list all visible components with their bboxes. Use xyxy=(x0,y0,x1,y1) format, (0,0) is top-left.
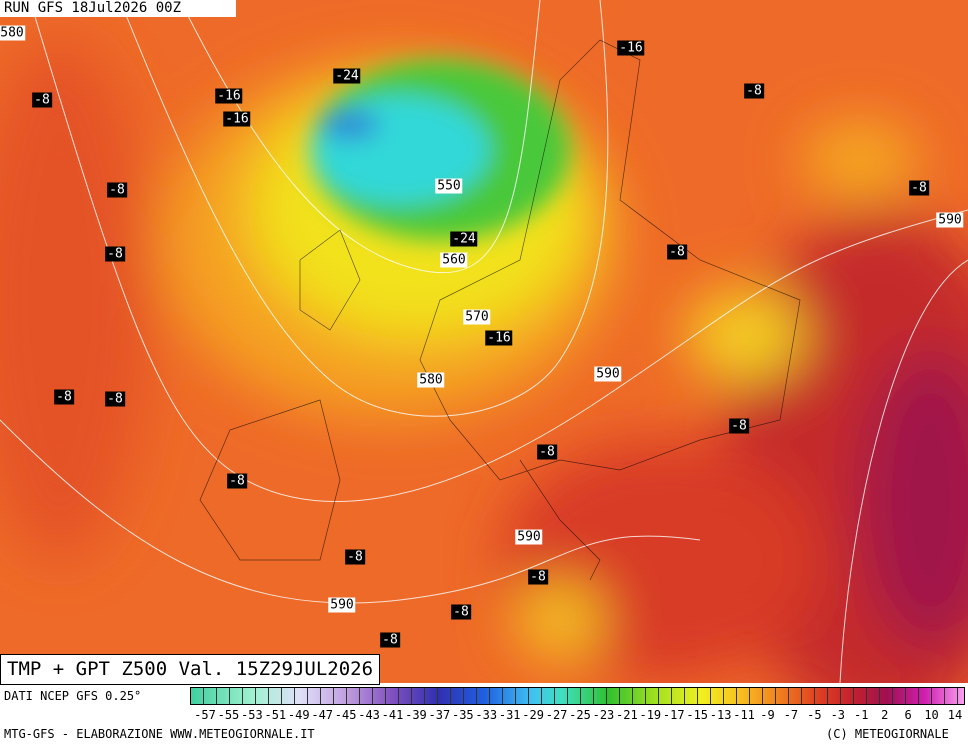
temperature-label: -8 xyxy=(667,244,687,260)
colorbar-label: -11 xyxy=(733,708,755,722)
colorbar-label: -5 xyxy=(807,708,822,722)
height-label: 560 xyxy=(440,252,468,268)
colorbar-label: -15 xyxy=(686,708,709,722)
temperature-label: -8 xyxy=(909,180,929,196)
colorbar-label: -53 xyxy=(241,708,263,722)
colorbar-label: -29 xyxy=(522,708,544,722)
temperature-label: -8 xyxy=(54,389,74,405)
height-label: 590 xyxy=(515,529,543,545)
temperature-label: -8 xyxy=(32,92,52,108)
colorbar-label: -21 xyxy=(616,708,638,722)
temperature-label: -16 xyxy=(617,40,645,56)
copyright: (C) METEOGIORNALE xyxy=(826,727,949,741)
colorbar-label: -3 xyxy=(830,708,846,722)
colorbar-label: -43 xyxy=(358,708,380,722)
colorbar xyxy=(190,687,965,705)
temperature-label: -8 xyxy=(227,473,247,489)
colorbar-label: -49 xyxy=(287,708,310,722)
temperature-label: -24 xyxy=(450,231,478,247)
colorbar-label: -17 xyxy=(662,708,685,722)
colorbar-label: -1 xyxy=(854,708,869,722)
height-label: 570 xyxy=(463,309,491,325)
temperature-label: -8 xyxy=(345,549,365,565)
colorbar-label: -25 xyxy=(569,708,591,722)
temperature-label: -8 xyxy=(729,418,749,434)
colorbar-label: -7 xyxy=(783,708,799,722)
colorbar-label: -51 xyxy=(264,708,287,722)
temperature-label: -24 xyxy=(333,68,361,84)
source: DATI NCEP GFS 0.25° xyxy=(4,689,142,703)
colorbar-label: -41 xyxy=(381,708,404,722)
temperature-label: -8 xyxy=(107,182,127,198)
temperature-label: -8 xyxy=(744,83,764,99)
height-label: 580 xyxy=(0,25,26,41)
colorbar-label: 10 xyxy=(924,708,939,722)
colorbar-label: -45 xyxy=(334,708,357,722)
temperature-label: -8 xyxy=(537,444,557,460)
temperature-label: -16 xyxy=(485,330,513,346)
temperature-label: -16 xyxy=(223,111,251,127)
colorbar-label: -9 xyxy=(760,708,775,722)
colorbar-label: -47 xyxy=(311,708,334,722)
colorbar-label: -31 xyxy=(498,708,521,722)
height-label: 590 xyxy=(936,212,964,228)
height-label: 550 xyxy=(435,178,463,194)
colorbar-label: -57 xyxy=(194,708,216,722)
run-label: RUN GFS 18Jul2026 00Z xyxy=(0,0,236,17)
colorbar-label: -19 xyxy=(639,708,662,722)
credit: MTG-GFS - ELABORAZIONE WWW.METEOGIORNALE… xyxy=(4,727,315,741)
temperature-label: -16 xyxy=(215,88,243,104)
colorbar-label: -55 xyxy=(217,708,240,722)
colorbar-label: -33 xyxy=(475,708,498,722)
temperature-label: -8 xyxy=(528,569,548,585)
colorbar-label: -35 xyxy=(451,708,474,722)
temperature-label: -8 xyxy=(451,604,471,620)
colorbar-label: -37 xyxy=(428,708,451,722)
colorbar-label: -13 xyxy=(709,708,732,722)
height-label: 580 xyxy=(417,372,445,388)
colorbar-label: -39 xyxy=(405,708,427,722)
colorbar-label: -27 xyxy=(545,708,568,722)
temperature-label: -8 xyxy=(105,246,125,262)
height-label: 590 xyxy=(594,366,622,382)
temperature-label: -8 xyxy=(105,391,125,407)
temperature-label: -8 xyxy=(380,632,400,648)
colorbar-label: 14 xyxy=(947,708,963,722)
colorbar-label: 2 xyxy=(881,708,889,722)
height-label: 590 xyxy=(328,597,356,613)
map xyxy=(0,0,968,683)
colorbar-label: 6 xyxy=(904,708,912,722)
map-title: TMP + GPT Z500 Val. 15Z29JUL2026 xyxy=(0,654,381,685)
colorbar-label: -23 xyxy=(592,708,615,722)
